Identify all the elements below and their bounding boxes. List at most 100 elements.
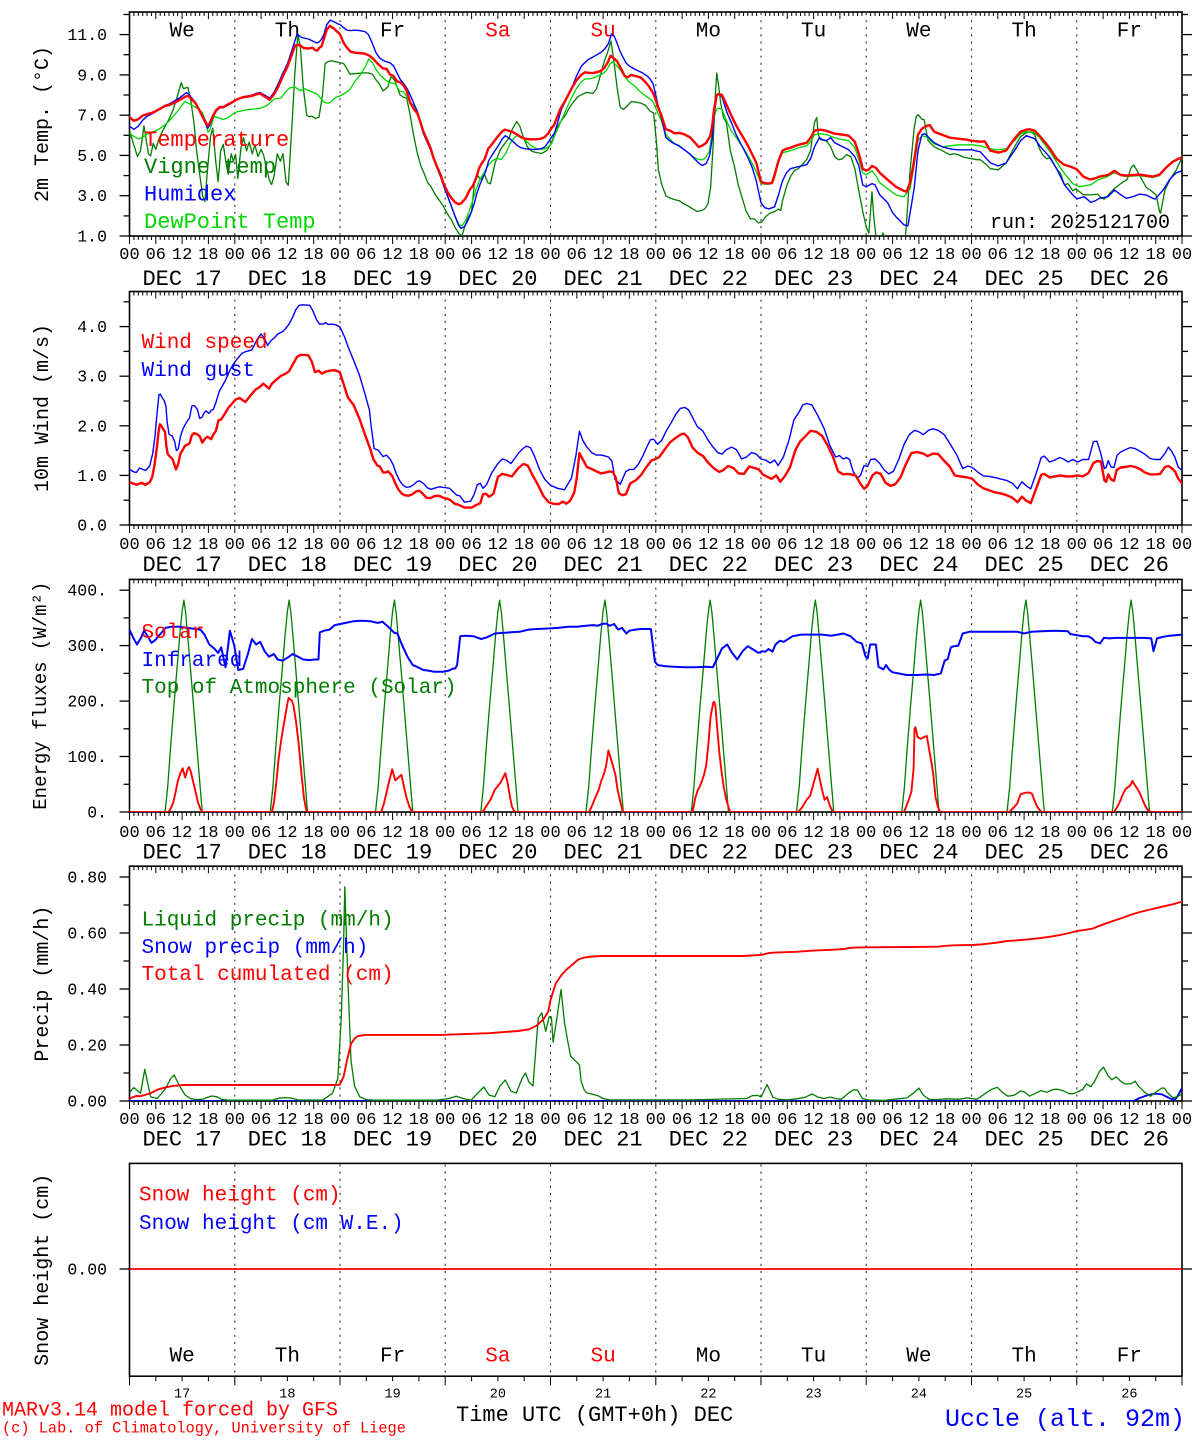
svg-text:00: 00 bbox=[751, 246, 771, 265]
svg-text:00: 00 bbox=[119, 824, 139, 843]
svg-text:Energy fluxes (W/m²): Energy fluxes (W/m²) bbox=[30, 582, 52, 810]
svg-text:00: 00 bbox=[119, 1111, 139, 1130]
svg-text:00: 00 bbox=[435, 536, 455, 555]
svg-text:18: 18 bbox=[1040, 246, 1060, 265]
svg-text:12: 12 bbox=[803, 536, 823, 555]
svg-text:Th: Th bbox=[1011, 21, 1036, 44]
svg-text:18: 18 bbox=[409, 1111, 429, 1130]
svg-text:18: 18 bbox=[1040, 536, 1060, 555]
svg-text:00: 00 bbox=[1067, 824, 1087, 843]
svg-text:06: 06 bbox=[672, 246, 692, 265]
svg-text:06: 06 bbox=[777, 1111, 797, 1130]
svg-text:00: 00 bbox=[540, 824, 560, 843]
svg-text:18: 18 bbox=[514, 246, 534, 265]
svg-text:0.20: 0.20 bbox=[67, 1037, 107, 1056]
svg-text:Fr: Fr bbox=[380, 21, 405, 44]
svg-text:DEC 23: DEC 23 bbox=[774, 267, 853, 292]
svg-text:00: 00 bbox=[330, 536, 350, 555]
svg-text:06: 06 bbox=[777, 246, 797, 265]
svg-text:12: 12 bbox=[488, 246, 508, 265]
svg-text:12: 12 bbox=[698, 824, 718, 843]
svg-text:12: 12 bbox=[1119, 246, 1139, 265]
svg-text:12: 12 bbox=[277, 246, 297, 265]
svg-text:00: 00 bbox=[1172, 246, 1192, 265]
svg-text:00: 00 bbox=[961, 246, 981, 265]
svg-text:DEC 20: DEC 20 bbox=[458, 553, 537, 578]
svg-text:400.: 400. bbox=[67, 582, 107, 601]
svg-text:18: 18 bbox=[1145, 536, 1165, 555]
svg-text:00: 00 bbox=[646, 536, 666, 555]
svg-text:Humidex: Humidex bbox=[144, 183, 236, 208]
svg-text:Tu: Tu bbox=[801, 21, 826, 44]
svg-text:21: 21 bbox=[595, 1388, 611, 1403]
svg-text:11.0: 11.0 bbox=[67, 26, 107, 45]
svg-text:06: 06 bbox=[146, 824, 166, 843]
svg-text:(c) Lab. of Climatology, Unive: (c) Lab. of Climatology, University of L… bbox=[2, 1420, 406, 1438]
svg-text:00: 00 bbox=[751, 1111, 771, 1130]
svg-text:12: 12 bbox=[382, 246, 402, 265]
svg-text:100.: 100. bbox=[67, 748, 107, 767]
svg-text:06: 06 bbox=[251, 246, 271, 265]
svg-text:06: 06 bbox=[356, 246, 376, 265]
svg-text:0.60: 0.60 bbox=[67, 925, 107, 944]
svg-text:17: 17 bbox=[174, 1388, 190, 1403]
svg-text:00: 00 bbox=[330, 1111, 350, 1130]
svg-text:06: 06 bbox=[1093, 536, 1113, 555]
svg-text:18: 18 bbox=[1040, 1111, 1060, 1130]
svg-text:24: 24 bbox=[911, 1388, 927, 1403]
svg-text:DEC 26: DEC 26 bbox=[1090, 1128, 1169, 1153]
svg-text:23: 23 bbox=[805, 1388, 821, 1403]
svg-text:DEC 23: DEC 23 bbox=[774, 1128, 853, 1153]
svg-text:Tu: Tu bbox=[801, 1346, 826, 1369]
svg-text:00: 00 bbox=[1172, 1111, 1192, 1130]
svg-text:00: 00 bbox=[225, 824, 245, 843]
svg-text:18: 18 bbox=[619, 246, 639, 265]
svg-text:06: 06 bbox=[882, 246, 902, 265]
svg-text:06: 06 bbox=[146, 1111, 166, 1130]
svg-text:00: 00 bbox=[225, 1111, 245, 1130]
svg-text:DEC 18: DEC 18 bbox=[248, 267, 327, 292]
svg-text:18: 18 bbox=[724, 536, 744, 555]
svg-text:06: 06 bbox=[146, 536, 166, 555]
svg-text:18: 18 bbox=[409, 824, 429, 843]
svg-text:12: 12 bbox=[488, 824, 508, 843]
svg-text:Infrared: Infrared bbox=[142, 650, 243, 673]
svg-text:12: 12 bbox=[1014, 536, 1034, 555]
svg-text:06: 06 bbox=[251, 536, 271, 555]
svg-text:06: 06 bbox=[988, 536, 1008, 555]
svg-text:DEC 18: DEC 18 bbox=[248, 841, 327, 866]
svg-text:DEC 21: DEC 21 bbox=[563, 1128, 642, 1153]
svg-text:Fr: Fr bbox=[380, 1346, 405, 1369]
svg-text:DEC 25: DEC 25 bbox=[984, 1128, 1063, 1153]
svg-text:12: 12 bbox=[909, 824, 929, 843]
svg-text:00: 00 bbox=[751, 536, 771, 555]
svg-text:DEC 17: DEC 17 bbox=[142, 1128, 221, 1153]
svg-text:DEC 26: DEC 26 bbox=[1090, 553, 1169, 578]
svg-text:00: 00 bbox=[435, 1111, 455, 1130]
svg-text:DEC 19: DEC 19 bbox=[353, 1128, 432, 1153]
svg-text:Wind speed: Wind speed bbox=[142, 332, 268, 355]
svg-text:12: 12 bbox=[593, 536, 613, 555]
svg-text:06: 06 bbox=[988, 246, 1008, 265]
svg-text:1.0: 1.0 bbox=[77, 228, 107, 247]
svg-text:7.0: 7.0 bbox=[77, 107, 107, 126]
svg-text:00: 00 bbox=[1067, 1111, 1087, 1130]
svg-text:00: 00 bbox=[856, 246, 876, 265]
svg-text:18: 18 bbox=[1145, 824, 1165, 843]
svg-text:12: 12 bbox=[172, 824, 192, 843]
svg-text:18: 18 bbox=[619, 824, 639, 843]
svg-text:0.: 0. bbox=[87, 804, 107, 823]
svg-text:00: 00 bbox=[540, 1111, 560, 1130]
svg-text:12: 12 bbox=[1119, 1111, 1139, 1130]
svg-text:DEC 21: DEC 21 bbox=[563, 267, 642, 292]
svg-text:12: 12 bbox=[593, 246, 613, 265]
svg-text:18: 18 bbox=[830, 246, 850, 265]
svg-text:Solar: Solar bbox=[142, 622, 205, 645]
svg-text:DEC 25: DEC 25 bbox=[984, 841, 1063, 866]
svg-text:We: We bbox=[169, 1346, 194, 1369]
svg-text:06: 06 bbox=[882, 824, 902, 843]
svg-text:00: 00 bbox=[330, 824, 350, 843]
svg-text:Sa: Sa bbox=[485, 1346, 510, 1369]
svg-text:06: 06 bbox=[882, 1111, 902, 1130]
svg-text:3.0: 3.0 bbox=[77, 187, 107, 206]
